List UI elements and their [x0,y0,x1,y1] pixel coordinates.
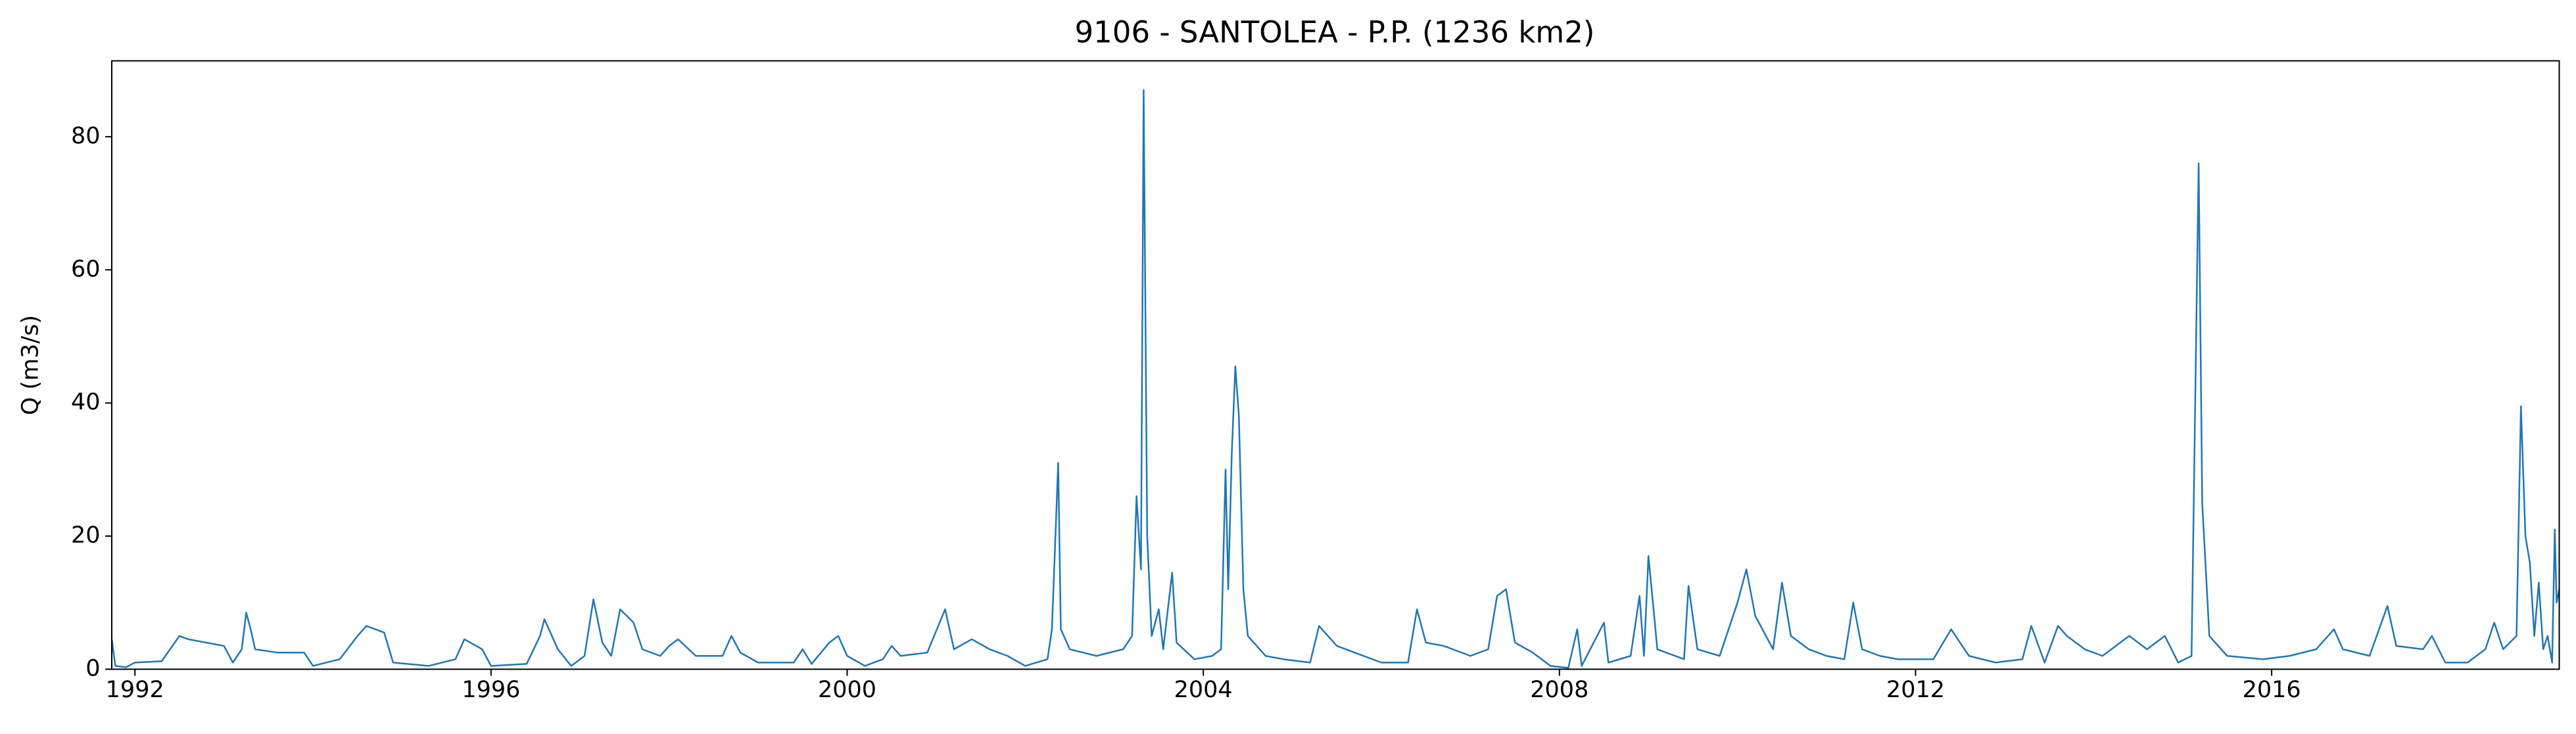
chart-title: 9106 - SANTOLEA - P.P. (1236 km2) [1075,15,1595,50]
x-tick-label: 2000 [818,677,876,703]
data-line [110,89,2560,669]
y-tick-label: 80 [71,123,101,149]
y-tick-label: 60 [71,256,101,282]
x-tick-label: 2016 [2243,677,2301,703]
plot-frame [111,60,2560,670]
y-axis-label: Q (m3/s) [18,315,44,415]
x-tick-label: 2004 [1174,677,1233,703]
x-tick-label: 1996 [462,677,520,703]
x-tick-label: 2012 [1886,677,1945,703]
y-tick-label: 0 [85,656,100,682]
x-tick-label: 1992 [106,677,164,703]
y-tick-label: 20 [71,522,101,549]
x-tick-label: 2008 [1530,677,1588,703]
y-tick-label: 40 [71,389,101,416]
